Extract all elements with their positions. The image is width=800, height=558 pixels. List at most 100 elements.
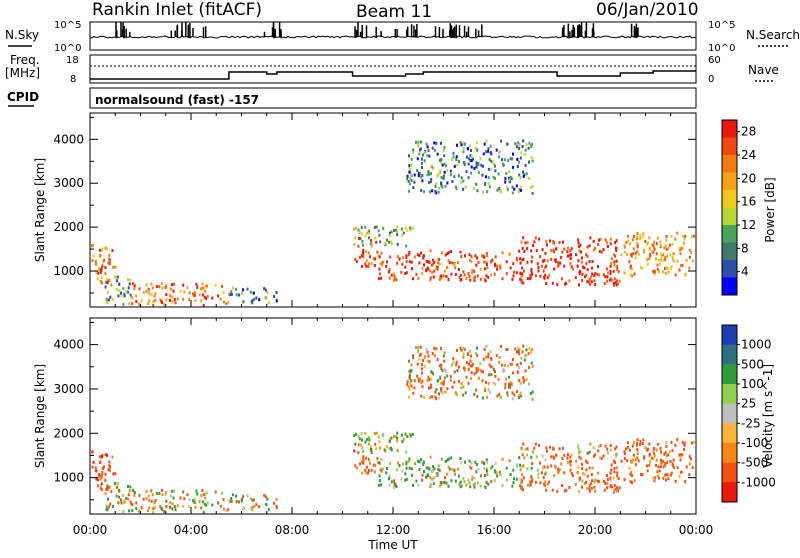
heatmap-cell <box>467 362 470 366</box>
heatmap-cell <box>368 232 371 236</box>
heatmap-cell <box>452 357 455 361</box>
heatmap-cell <box>378 479 381 482</box>
heatmap-cell <box>529 483 532 487</box>
heatmap-cell <box>520 487 523 491</box>
heatmap-cell <box>402 256 405 260</box>
heatmap-cell <box>405 450 408 454</box>
heatmap-cell <box>600 250 603 254</box>
heatmap-cell <box>502 162 504 166</box>
heatmap-cell <box>373 432 376 436</box>
heatmap-cell <box>494 370 496 374</box>
heatmap-cell <box>140 506 143 510</box>
heatmap-cell <box>412 277 414 281</box>
heatmap-cell <box>435 182 438 186</box>
heatmap-cell <box>602 248 605 251</box>
heatmap-cell <box>396 255 399 258</box>
heatmap-cell <box>545 264 548 268</box>
heatmap-cell <box>99 486 102 490</box>
heatmap-cell <box>98 268 101 272</box>
y-tick-label: 2000 <box>53 220 84 234</box>
heatmap-cell <box>534 480 537 484</box>
heatmap-cell <box>388 447 391 450</box>
heatmap-cell <box>578 479 581 482</box>
heatmap-cell <box>676 466 679 470</box>
heatmap-cell <box>428 172 431 176</box>
heatmap-cell <box>563 247 566 251</box>
heatmap-cell <box>107 505 110 509</box>
heatmap-cell <box>585 261 588 265</box>
heatmap-cell <box>609 444 612 447</box>
heatmap-cell <box>496 188 499 192</box>
heatmap-cell <box>515 184 518 188</box>
heatmap-cell <box>522 376 525 380</box>
heatmap-cell <box>578 249 581 253</box>
colorbar-swatch <box>722 423 737 444</box>
heatmap-cell <box>390 273 393 277</box>
heatmap-cell <box>515 477 518 481</box>
heatmap-cell <box>531 462 534 466</box>
heatmap-cell <box>182 490 185 494</box>
heatmap-cell <box>417 377 420 381</box>
heatmap-cell <box>410 260 413 264</box>
heatmap-cell <box>668 243 671 247</box>
heatmap-cell <box>636 244 639 248</box>
heatmap-cell <box>519 271 522 275</box>
heatmap-cell <box>588 487 591 491</box>
heatmap-cell <box>615 445 618 449</box>
heatmap-cell <box>158 285 161 289</box>
heatmap-cell <box>532 244 534 247</box>
heatmap-cell <box>609 269 612 273</box>
heatmap-cell <box>541 259 544 263</box>
heatmap-cell <box>543 482 546 486</box>
heatmap-cell <box>469 359 472 363</box>
heatmap-cell <box>545 471 548 475</box>
heatmap-cell <box>536 262 539 266</box>
heatmap-cell <box>105 300 108 304</box>
heatmap-cell <box>98 266 101 270</box>
heatmap-cell <box>398 464 401 468</box>
heatmap-cell <box>275 299 278 303</box>
heatmap-cell <box>427 375 430 379</box>
heatmap-cell <box>637 253 640 256</box>
heatmap-cell <box>426 145 429 149</box>
heatmap-cell <box>520 356 523 360</box>
heatmap-cell <box>421 371 423 375</box>
heatmap-cell <box>522 442 525 446</box>
heatmap-cell <box>368 229 370 233</box>
heatmap-cell <box>467 157 470 161</box>
heatmap-cell <box>361 457 364 461</box>
heatmap-cell <box>221 491 224 495</box>
heatmap-cell <box>552 241 555 245</box>
heatmap-cell <box>173 505 176 509</box>
heatmap-cell <box>509 362 512 366</box>
heatmap-cell <box>531 192 534 195</box>
heatmap-cell <box>528 141 531 145</box>
heatmap-cell <box>522 464 525 468</box>
heatmap-cell <box>640 472 642 476</box>
velocity-heatmap-cells <box>91 344 695 514</box>
heatmap-cell <box>354 236 357 240</box>
heatmap-cell <box>505 466 508 470</box>
heatmap-cell <box>434 354 436 358</box>
heatmap-cell <box>614 461 617 464</box>
heatmap-cell <box>101 264 104 268</box>
heatmap-cell <box>380 276 383 280</box>
heatmap-cell <box>409 173 412 177</box>
heatmap-cell <box>672 259 675 263</box>
heatmap-cell <box>377 483 380 487</box>
heatmap-cell <box>522 257 525 261</box>
heatmap-cell <box>426 379 429 382</box>
heatmap-cell <box>421 179 424 183</box>
heatmap-cell <box>188 498 191 502</box>
heatmap-cell <box>447 465 450 469</box>
heatmap-cell <box>541 466 544 470</box>
heatmap-cell <box>606 447 609 451</box>
heatmap-cell <box>419 140 422 144</box>
heatmap-cell <box>442 382 445 386</box>
heatmap-cell <box>383 242 386 246</box>
heatmap-cell <box>357 443 360 447</box>
heatmap-cell <box>195 282 198 286</box>
heatmap-cell <box>651 243 654 247</box>
heatmap-cell <box>367 251 370 255</box>
heatmap-cell <box>205 296 208 300</box>
